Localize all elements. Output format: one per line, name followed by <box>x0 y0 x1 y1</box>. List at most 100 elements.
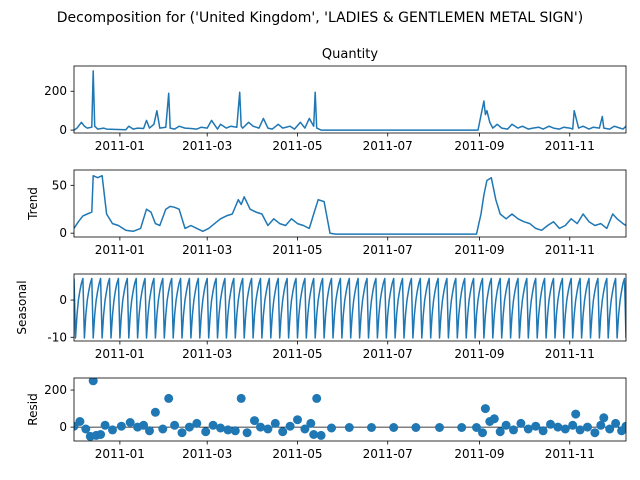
resid-point <box>75 417 85 426</box>
resid-point <box>192 418 202 428</box>
resid-xtick-label: 2011-01 <box>95 447 145 461</box>
observed-xtick-label: 2011-05 <box>272 139 322 153</box>
trend-xtick-label: 2011-03 <box>182 243 232 257</box>
observed-panel-title: Quantity <box>322 47 378 62</box>
resid-point <box>236 393 246 403</box>
resid-point <box>327 423 336 433</box>
resid-point <box>100 420 110 430</box>
resid-point <box>560 424 570 434</box>
resid-point <box>599 413 609 423</box>
trend-ytick-label: 50 <box>52 178 67 192</box>
resid-point <box>367 423 376 432</box>
resid-point <box>596 420 606 430</box>
panel-trend: 0 50 2011-01 2011-03 2011-05 2011-07 2011-09 20… <box>26 169 627 257</box>
resid-point <box>116 421 126 431</box>
resid-point <box>150 407 160 417</box>
resid-point <box>509 425 518 435</box>
resid-xtick-label: 2011-03 <box>182 447 232 461</box>
resid-point <box>389 423 399 432</box>
resid-point <box>125 418 135 427</box>
resid-point <box>108 425 117 435</box>
trend-xtick-label: 2011-09 <box>454 243 504 257</box>
seasonal-plot-area <box>74 277 626 339</box>
trend-ylabel: Trend <box>26 187 40 221</box>
resid-point <box>306 418 316 428</box>
observed-ytick-label: 200 <box>44 84 67 98</box>
resid-point <box>480 404 490 414</box>
trend-ytick-label: 0 <box>59 226 67 240</box>
resid-point <box>158 424 168 434</box>
resid-point <box>568 420 578 430</box>
observed-series-line <box>74 70 626 131</box>
resid-point <box>571 409 581 419</box>
observed-xtick-label: 2011-11 <box>545 139 595 153</box>
resid-point <box>472 423 481 432</box>
observed-xtick-label: 2011-09 <box>454 139 504 153</box>
trend-xtick-label: 2011-05 <box>272 243 322 257</box>
resid-point <box>611 418 621 428</box>
resid-point <box>208 420 218 430</box>
trend-axes-frame <box>73 169 627 238</box>
seasonal-ytick-label: 0 <box>59 293 67 307</box>
resid-plot-area <box>74 378 626 441</box>
resid-point <box>516 418 526 428</box>
resid-point <box>312 393 322 403</box>
resid-point <box>223 425 233 435</box>
resid-point <box>495 427 505 437</box>
resid-point <box>457 423 467 432</box>
observed-axes-frame <box>73 65 627 134</box>
resid-point <box>81 424 91 434</box>
observed-xtick-label: 2011-07 <box>363 139 413 153</box>
resid-ytick-label: 0 <box>59 420 67 434</box>
resid-point <box>501 420 511 430</box>
resid-point <box>216 423 225 433</box>
resid-point <box>546 419 555 429</box>
resid-point <box>300 424 310 434</box>
resid-point <box>478 428 487 438</box>
resid-point <box>621 421 626 431</box>
figure-suptitle: Decomposition for ('United Kingdom', 'LA… <box>57 10 583 26</box>
observed-xtick-label: 2011-01 <box>95 139 145 153</box>
seasonal-axes-frame <box>73 273 627 342</box>
panel-observed: 0 200 2011-01 2011-03 2011-05 2011-07 2011-09 2… <box>44 47 627 153</box>
resid-point <box>523 424 533 434</box>
seasonal-xtick-label: 2011-03 <box>182 347 232 361</box>
resid-point <box>250 416 259 426</box>
panels-group: 0 200 2011-01 2011-03 2011-05 2011-07 2011-09 2… <box>15 47 627 461</box>
resid-point <box>170 420 180 430</box>
trend-xtick-label: 2011-01 <box>95 243 145 257</box>
resid-xtick-label: 2011-11 <box>545 447 595 461</box>
resid-point <box>583 422 592 432</box>
seasonal-xtick-label: 2011-01 <box>95 347 145 361</box>
resid-point <box>270 418 280 428</box>
resid-point <box>590 428 600 438</box>
resid-point <box>309 430 319 439</box>
resid-point <box>139 420 149 430</box>
resid-point <box>553 422 563 432</box>
resid-point <box>605 424 615 434</box>
resid-point <box>145 426 154 436</box>
seasonal-series-line <box>74 277 626 339</box>
seasonal-xtick-label: 2011-07 <box>363 347 413 361</box>
resid-point <box>164 393 174 403</box>
seasonal-ytick-label: -10 <box>47 330 67 344</box>
seasonal-xtick-label: 2011-09 <box>454 347 504 361</box>
resid-axes-frame <box>73 377 627 442</box>
panel-resid: 0 200 2011-01 2011-03 2011-05 2011-07 2011-09 2… <box>26 377 627 461</box>
observed-ytick-label: 0 <box>59 123 67 137</box>
resid-point <box>88 378 98 386</box>
seasonal-xtick-label: 2011-11 <box>545 347 595 361</box>
resid-xtick-label: 2011-09 <box>454 447 504 461</box>
resid-xtick-label: 2011-07 <box>363 447 413 461</box>
resid-ytick-label: 200 <box>44 383 67 397</box>
resid-point <box>435 423 444 432</box>
trend-series-line <box>74 174 626 235</box>
resid-point <box>96 430 106 439</box>
resid-point <box>263 424 273 434</box>
resid-point <box>201 427 211 437</box>
resid-point <box>293 415 302 425</box>
panel-seasonal: -10 0 2011-01 2011-03 2011-05 2011-07 2011-09 2… <box>15 273 627 361</box>
resid-point <box>575 425 585 435</box>
resid-point <box>256 422 265 432</box>
